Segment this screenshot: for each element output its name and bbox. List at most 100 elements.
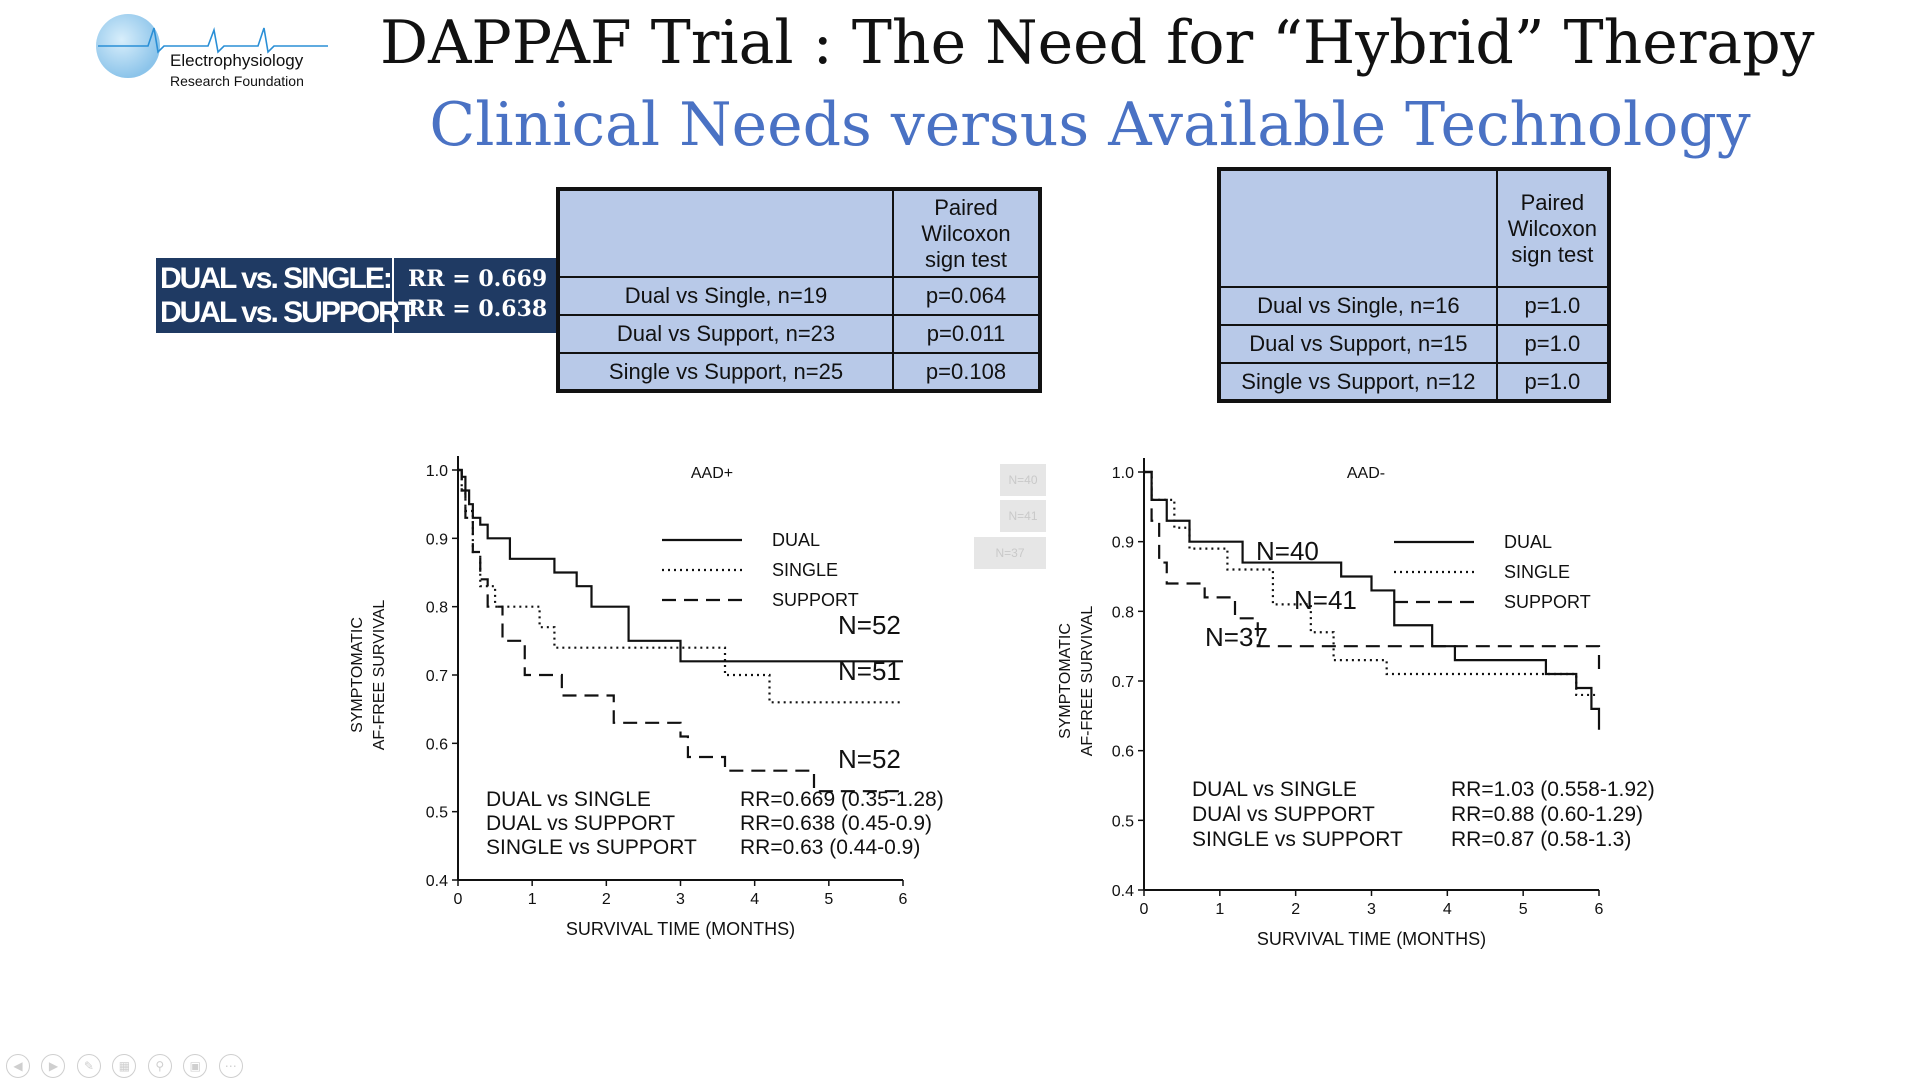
logo-line1: Electrophysiology xyxy=(170,51,304,70)
zoom-icon[interactable]: ⚲ xyxy=(147,1054,172,1078)
table-cell-comparison: Dual vs Single, n=16 xyxy=(1218,286,1498,326)
table-header-blank xyxy=(557,188,894,278)
series-line-support xyxy=(458,468,903,793)
y-tick-label: 1.0 xyxy=(426,463,448,480)
faded-label: N=37 xyxy=(974,537,1046,569)
slide-title: DAPPAF Trial : The Need for “Hybrid” The… xyxy=(380,8,1815,78)
table-cell-p: p=1.0 xyxy=(1495,286,1611,326)
y-tick-label: 0.9 xyxy=(1112,535,1134,552)
x-tick-label: 3 xyxy=(1367,901,1376,918)
legend-entry-single: SINGLE xyxy=(772,560,838,580)
table-cell-p: p=0.011 xyxy=(892,314,1041,354)
previous-slide-icon[interactable]: ◀ xyxy=(6,1054,30,1078)
table-header-blank xyxy=(1218,168,1498,288)
y-tick-label: 0.7 xyxy=(1112,674,1134,691)
table-cell-comparison: Dual vs Support, n=23 xyxy=(557,314,894,354)
y-axis-label-line2: AF-FREE SURVIVAL xyxy=(371,600,388,751)
slides-grid-icon[interactable]: ▦ xyxy=(112,1054,137,1078)
table-row: Dual vs Support, n=15 p=1.0 xyxy=(1218,324,1611,364)
legend-entry-support: SUPPORT xyxy=(772,590,859,610)
logo-line2: Research Foundation xyxy=(170,73,304,89)
table-row: Dual vs Support, n=23 p=0.011 xyxy=(557,314,1041,354)
annotation-value: RR=1.03 (0.558-1.92) xyxy=(1451,778,1655,801)
y-axis-label-line1: SYMPTOMATIC xyxy=(349,617,366,733)
x-tick-label: 3 xyxy=(676,891,685,908)
x-tick-label: 1 xyxy=(528,891,537,908)
y-tick-label: 0.8 xyxy=(426,600,448,617)
y-tick-label: 1.0 xyxy=(1112,465,1134,482)
y-tick-label: 0.5 xyxy=(426,805,448,822)
annotation-value: RR=0.87 (0.58-1.3) xyxy=(1451,828,1631,851)
annotation-label: DUAL vs SUPPORT xyxy=(486,812,675,835)
chart-title: AAD+ xyxy=(691,465,733,482)
x-tick-label: 4 xyxy=(750,891,759,908)
faded-label: N=40 xyxy=(1000,464,1046,496)
rr-banner: DUAL vs. SINGLE: DUAL vs. SUPPORT RR = 0… xyxy=(156,258,558,333)
annotation-value: RR=0.638 (0.45-0.9) xyxy=(740,812,932,835)
wilcoxon-table-aad-plus: Paired Wilcoxon sign test Dual vs Single… xyxy=(556,187,1042,393)
table-row: Single vs Support, n=25 p=0.108 xyxy=(557,352,1041,392)
y-axis-label-line1: SYMPTOMATIC xyxy=(1057,623,1074,739)
table-header-test: Paired Wilcoxon sign test xyxy=(892,188,1041,278)
rr-banner-label-1: DUAL vs. SINGLE: xyxy=(160,262,393,295)
y-tick-label: 0.9 xyxy=(426,531,448,548)
x-tick-label: 1 xyxy=(1215,901,1224,918)
ecg-wave-icon xyxy=(98,27,328,54)
table-cell-comparison: Dual vs Support, n=15 xyxy=(1218,324,1498,364)
table-cell-p: p=0.064 xyxy=(892,276,1041,316)
annotation-label: SINGLE vs SUPPORT xyxy=(1192,828,1403,851)
annotation-label: DUAL vs SINGLE xyxy=(486,788,651,811)
y-axis-label-line2: AF-FREE SURVIVAL xyxy=(1079,606,1096,757)
y-tick-label: 0.4 xyxy=(1112,883,1134,900)
chart-title: AAD- xyxy=(1347,465,1385,482)
legend-entry-support: SUPPORT xyxy=(1504,592,1591,612)
table-cell-comparison: Single vs Support, n=25 xyxy=(557,352,894,392)
annotation-value: RR=0.669 (0.35-1.28) xyxy=(740,788,944,811)
annotation-label: DUAL vs SINGLE xyxy=(1192,778,1357,801)
faded-label: N=41 xyxy=(1000,500,1046,532)
annotation-value: RR=0.88 (0.60-1.29) xyxy=(1451,803,1643,826)
table-cell-p: p=0.108 xyxy=(892,352,1041,392)
annotation-label: DUAl vs SUPPORT xyxy=(1192,803,1375,826)
table-header-test: Paired Wilcoxon sign test xyxy=(1495,168,1611,288)
camera-off-icon[interactable]: ▣ xyxy=(183,1054,208,1078)
x-axis-label: SURVIVAL TIME (MONTHS) xyxy=(566,919,795,939)
y-tick-label: 0.8 xyxy=(1112,604,1134,621)
series-line-single xyxy=(1144,470,1599,697)
table-cell-comparison: Dual vs Single, n=19 xyxy=(557,276,894,316)
next-slide-icon[interactable]: ▶ xyxy=(41,1054,66,1078)
x-tick-label: 6 xyxy=(1595,901,1604,918)
x-tick-label: 5 xyxy=(824,891,833,908)
y-tick-label: 0.7 xyxy=(426,668,448,685)
table-cell-comparison: Single vs Support, n=12 xyxy=(1218,362,1498,402)
table-row: Dual vs Single, n=19 p=0.064 xyxy=(557,276,1041,316)
y-tick-label: 0.5 xyxy=(1112,813,1134,830)
rr-banner-label-2: DUAL vs. SUPPORT xyxy=(160,296,416,329)
x-tick-label: 0 xyxy=(1140,901,1149,918)
n-label-support: N=52 xyxy=(838,744,901,774)
more-options-icon[interactable]: ⋯ xyxy=(218,1054,243,1078)
km-chart-aad-plus: 0 1 2 3 4 5 6 0.4 0.5 0.6 0.7 0.8 0.9 1.0 SYMPTOMATIC A… xyxy=(349,456,944,939)
wilcoxon-table-aad-minus: Paired Wilcoxon sign test Dual vs Single… xyxy=(1217,167,1611,403)
table-cell-p: p=1.0 xyxy=(1495,324,1611,364)
y-tick-label: 0.4 xyxy=(426,873,448,890)
foundation-logo: Electrophysiology Research Foundation xyxy=(96,14,328,89)
x-axis-label: SURVIVAL TIME (MONTHS) xyxy=(1257,929,1486,949)
x-tick-label: 4 xyxy=(1443,901,1452,918)
x-tick-label: 6 xyxy=(899,891,908,908)
legend-entry-single: SINGLE xyxy=(1504,562,1570,582)
n-label-single: N=51 xyxy=(838,656,901,686)
table-row: Single vs Support, n=12 p=1.0 xyxy=(1218,362,1611,402)
annotation-value: RR=0.63 (0.44-0.9) xyxy=(740,836,920,859)
x-tick-label: 2 xyxy=(602,891,611,908)
rr-banner-value-2: RR = 0.638 xyxy=(408,296,548,322)
km-chart-aad-minus: 0 1 2 3 4 5 6 0.4 0.5 0.6 0.7 0.8 0.9 1.0 SYMPTOMATIC A… xyxy=(1057,458,1655,949)
presentation-toolbar: ◀ ▶ ✎ ▦ ⚲ ▣ ⋯ xyxy=(6,1054,250,1078)
n-label-dual: N=52 xyxy=(838,610,901,640)
n-label-dual: N=40 xyxy=(1256,536,1319,566)
pen-icon[interactable]: ✎ xyxy=(76,1054,101,1078)
x-tick-label: 2 xyxy=(1291,901,1300,918)
x-tick-label: 0 xyxy=(454,891,463,908)
rr-banner-value-1: RR = 0.669 xyxy=(408,266,548,292)
annotation-label: SINGLE vs SUPPORT xyxy=(486,836,697,859)
